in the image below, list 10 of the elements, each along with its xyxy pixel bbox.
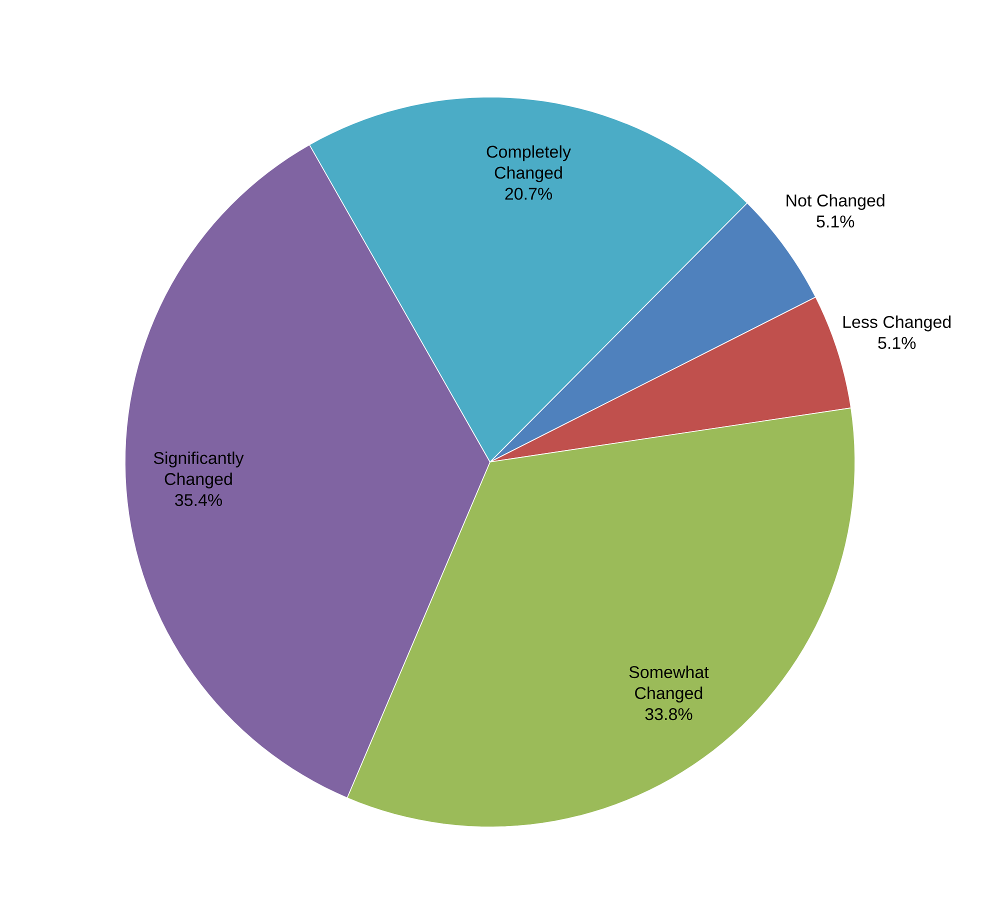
slice-label: Significantly Changed <box>154 452 244 488</box>
data-label: 35.4% <box>175 494 222 506</box>
slice-label: Somewhat Changed <box>629 666 709 703</box>
data-label: 20.7% <box>505 188 552 200</box>
data-label: 33.8% <box>645 708 692 720</box>
data-label: 5.1% <box>878 337 916 349</box>
slice-label: Less Changed <box>843 316 951 332</box>
slice-label: Not Changed <box>786 194 884 210</box>
data-label: 5.1% <box>816 216 854 228</box>
slice-label: Completely Changed <box>486 145 571 182</box>
